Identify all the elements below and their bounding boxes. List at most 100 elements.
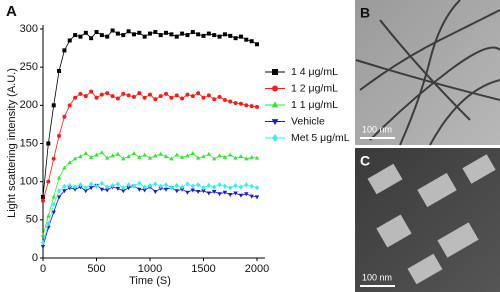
marker <box>51 156 56 161</box>
marker <box>217 192 222 197</box>
marker <box>153 181 158 187</box>
marker <box>180 184 185 190</box>
marker <box>180 31 185 36</box>
marker <box>249 104 254 109</box>
marker <box>222 183 227 189</box>
marker <box>94 183 99 189</box>
marker <box>244 37 249 42</box>
marker <box>88 186 94 191</box>
legend-label: 1 2 μg/mL <box>291 82 338 94</box>
scale-bar-label: 100 nm <box>362 272 392 282</box>
marker <box>255 185 259 191</box>
y-tick-label: 150 <box>20 137 38 149</box>
scale-bar-label: 100 nm <box>362 124 392 134</box>
marker <box>254 195 260 200</box>
marker <box>238 193 244 198</box>
legend-marker <box>272 85 278 92</box>
marker <box>115 186 121 191</box>
marker <box>73 33 78 38</box>
marker <box>174 93 179 98</box>
marker <box>72 156 78 161</box>
marker <box>131 32 136 37</box>
marker <box>238 154 244 159</box>
marker <box>169 95 174 100</box>
marker <box>142 184 147 190</box>
x-tick-label: 2000 <box>245 263 269 275</box>
legend-label: 1 1 μg/mL <box>291 99 338 111</box>
series-line <box>42 30 258 197</box>
marker <box>67 182 72 189</box>
marker <box>185 33 190 38</box>
marker <box>110 28 115 33</box>
marker <box>164 182 169 188</box>
marker <box>89 36 94 41</box>
marker <box>222 97 227 102</box>
marker <box>142 152 147 157</box>
marker <box>185 181 190 187</box>
marker <box>244 103 249 108</box>
marker <box>99 187 105 192</box>
marker <box>46 179 51 184</box>
marker <box>174 152 179 157</box>
marker <box>62 189 67 194</box>
marker <box>174 189 179 194</box>
marker <box>62 48 67 53</box>
panel-label: B <box>360 5 370 21</box>
marker <box>249 39 254 44</box>
marker <box>148 182 152 189</box>
marker <box>153 30 158 35</box>
marker <box>126 182 131 188</box>
marker <box>212 97 217 102</box>
marker <box>196 32 201 37</box>
marker <box>78 91 83 96</box>
legend-marker <box>272 134 278 142</box>
marker <box>228 99 233 104</box>
marker <box>185 190 190 195</box>
marker <box>185 92 190 97</box>
marker <box>153 153 158 158</box>
marker <box>137 30 142 35</box>
x-tick-label: 0 <box>40 263 46 275</box>
marker <box>110 94 115 99</box>
marker <box>163 187 169 192</box>
marker <box>56 195 62 200</box>
marker <box>153 189 158 194</box>
marker <box>196 182 201 188</box>
marker <box>201 95 206 100</box>
y-tick-label: 50 <box>26 214 38 226</box>
marker <box>174 34 179 39</box>
marker <box>148 92 152 97</box>
legend-marker <box>272 69 278 75</box>
y-axis-title: Light scattering intensity (A.U.) <box>6 68 18 218</box>
x-tick-label: 1000 <box>138 263 162 275</box>
marker <box>206 151 212 156</box>
marker <box>78 182 83 188</box>
marker <box>206 182 211 189</box>
marker <box>137 180 142 186</box>
marker <box>57 188 62 194</box>
marker <box>89 181 94 187</box>
marker <box>238 34 243 39</box>
marker <box>201 33 206 38</box>
marker <box>57 68 62 73</box>
x-axis-title: Time (S) <box>129 275 171 287</box>
marker <box>99 33 104 38</box>
marker <box>158 33 163 38</box>
marker <box>115 31 120 36</box>
marker <box>217 153 222 158</box>
marker <box>131 151 137 156</box>
marker <box>121 156 126 161</box>
marker <box>115 181 120 187</box>
marker <box>244 156 249 161</box>
marker <box>78 154 83 159</box>
marker <box>201 189 206 194</box>
marker <box>249 194 254 199</box>
marker <box>249 183 254 189</box>
marker <box>131 94 136 99</box>
marker <box>233 191 238 196</box>
marker <box>46 141 51 146</box>
marker <box>217 182 222 188</box>
marker <box>51 194 56 199</box>
marker <box>222 154 228 159</box>
